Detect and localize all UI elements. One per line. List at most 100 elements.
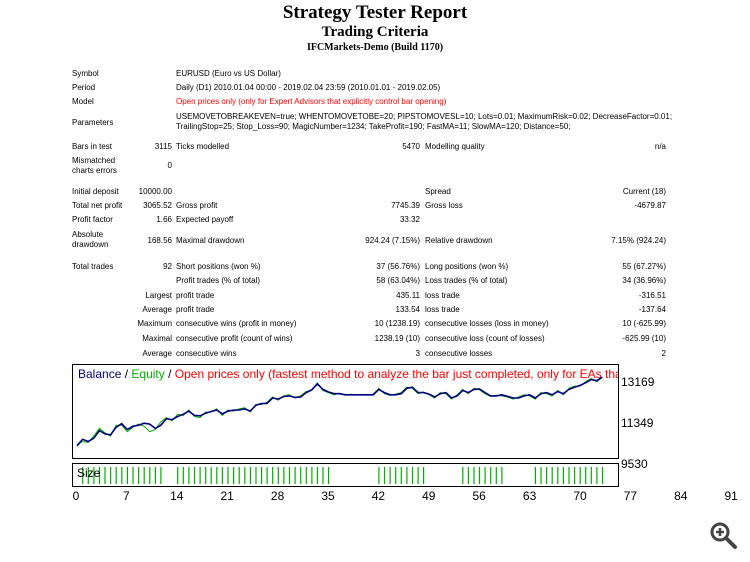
parameters-label: Parameters <box>72 118 114 127</box>
avg-wins-label: consecutive wins <box>176 349 237 358</box>
relative-dd-label: Relative drawdown <box>425 236 493 245</box>
size-bar <box>590 467 592 484</box>
size-bar <box>501 467 503 484</box>
spread-label: Spread <box>425 187 451 196</box>
size-bar <box>411 467 414 484</box>
max-losses-value: 10 (-625.99) <box>622 319 666 328</box>
size-bar <box>249 467 251 484</box>
avg-wins-value: 3 <box>415 349 420 358</box>
max-loss-value: -625.99 (10) <box>622 334 666 343</box>
size-bar <box>383 467 386 484</box>
x-tick-label: 14 <box>170 489 184 503</box>
long-positions-label: Long positions (won %) <box>425 262 509 271</box>
maximal-label: Maximal <box>142 334 172 343</box>
x-tick-label: 21 <box>220 489 234 503</box>
absolute-dd-label-2: drawdown <box>72 240 109 249</box>
size-bar <box>300 467 302 484</box>
size-bar <box>400 467 402 484</box>
size-bar <box>272 467 274 484</box>
largest-profit-value: 435.11 <box>396 291 420 300</box>
max-profit-label: consecutive profit (count of wins) <box>176 334 293 343</box>
x-tick-label: 70 <box>573 489 587 503</box>
size-bar <box>132 467 134 484</box>
bars-value: 3115 <box>154 142 172 151</box>
absolute-dd-label-1: Absolute <box>72 230 104 239</box>
size-bar <box>311 467 313 484</box>
size-bar <box>596 467 598 484</box>
model-value: Open prices only (only for Expert Adviso… <box>176 97 447 106</box>
total-trades-value: 92 <box>163 262 172 271</box>
size-bar <box>138 467 140 484</box>
zoom-in-icon[interactable] <box>708 520 738 550</box>
balance-line <box>76 376 603 447</box>
size-bar <box>227 467 229 484</box>
size-bar <box>126 467 128 484</box>
x-tick-label: 49 <box>422 489 436 503</box>
size-bar <box>579 467 581 484</box>
loss-trades-label: Loss trades (% of total) <box>425 276 508 285</box>
legend-equity: Equity <box>131 367 165 381</box>
mismatch-value: 0 <box>167 161 172 170</box>
size-bar <box>328 467 330 484</box>
size-bar <box>115 467 117 484</box>
size-panel: Size <box>72 463 619 487</box>
size-bar <box>160 467 162 484</box>
period-label: Period <box>72 83 96 92</box>
parameters-line-1: USEMOVETOBREAKEVEN=true; WHENTOMOVETOBE=… <box>176 112 673 121</box>
max-profit-value: 1238.19 (10) <box>374 334 420 343</box>
size-bar <box>406 467 408 484</box>
size-bar <box>467 467 469 484</box>
size-bar <box>423 467 425 484</box>
size-bar <box>233 467 235 484</box>
x-tick-label: 28 <box>270 489 285 503</box>
maximal-dd-label: Maximal drawdown <box>176 236 245 245</box>
x-tick-label: 42 <box>371 489 386 503</box>
size-label: Size <box>77 466 101 480</box>
size-bar <box>534 467 536 484</box>
average-loss-value: -137.64 <box>638 305 666 314</box>
bars-label: Bars in test <box>72 142 113 151</box>
size-bar <box>149 467 151 484</box>
size-bar <box>104 467 106 484</box>
x-tick-label: 35 <box>321 489 335 503</box>
size-bar <box>417 467 419 484</box>
x-tick-label: 7 <box>123 489 130 503</box>
size-bar <box>495 467 497 484</box>
server-name: IFCMarkets-Demo (Build 1170) <box>306 42 444 53</box>
model-label: Model <box>72 97 94 106</box>
x-tick-label: 91 <box>724 489 738 503</box>
quality-label: Modelling quality <box>425 142 485 151</box>
size-bar <box>266 467 268 484</box>
average-loss-label: loss trade <box>425 305 460 314</box>
x-tick-label: 56 <box>472 489 486 503</box>
profit-factor-label: Profit factor <box>72 215 113 224</box>
relative-dd-value: 7.15% (924.24) <box>611 236 666 245</box>
balance-chart: Balance / Equity / Open prices only (fas… <box>72 364 619 459</box>
size-bar <box>255 467 257 484</box>
gross-profit-label: Gross profit <box>176 201 218 210</box>
size-bar <box>277 467 279 484</box>
gross-loss-value: -4679.87 <box>634 201 666 210</box>
size-bar <box>473 467 475 484</box>
size-bar <box>98 467 101 484</box>
size-bar <box>322 467 324 484</box>
legend-model: Open prices only (fastest method to anal… <box>174 367 619 381</box>
symbol-label: Symbol <box>72 69 99 78</box>
net-profit-value: 3065.52 <box>143 201 172 210</box>
size-bar <box>601 467 604 484</box>
max-losses-label: consecutive losses (loss in money) <box>425 319 549 328</box>
largest-loss-label: loss trade <box>425 291 460 300</box>
maximum-label: Maximum <box>137 319 172 328</box>
size-bar <box>221 467 223 484</box>
size-bar <box>478 467 481 484</box>
size-bar <box>574 467 576 484</box>
symbol-value: EURUSD (Euro vs US Dollar) <box>176 69 281 78</box>
maximal-dd-value: 924.24 (7.15%) <box>365 236 420 245</box>
period-value: Daily (D1) 2010.01.04 00:00 - 2019.02.04… <box>176 83 441 92</box>
largest-loss-value: -316.51 <box>638 291 666 300</box>
size-bar <box>305 467 307 484</box>
profit-trades-value: 58 (63.04%) <box>376 276 420 285</box>
quality-value: n/a <box>654 142 666 151</box>
absolute-dd-value: 168.56 <box>147 236 172 245</box>
largest-label: Largest <box>145 291 172 300</box>
